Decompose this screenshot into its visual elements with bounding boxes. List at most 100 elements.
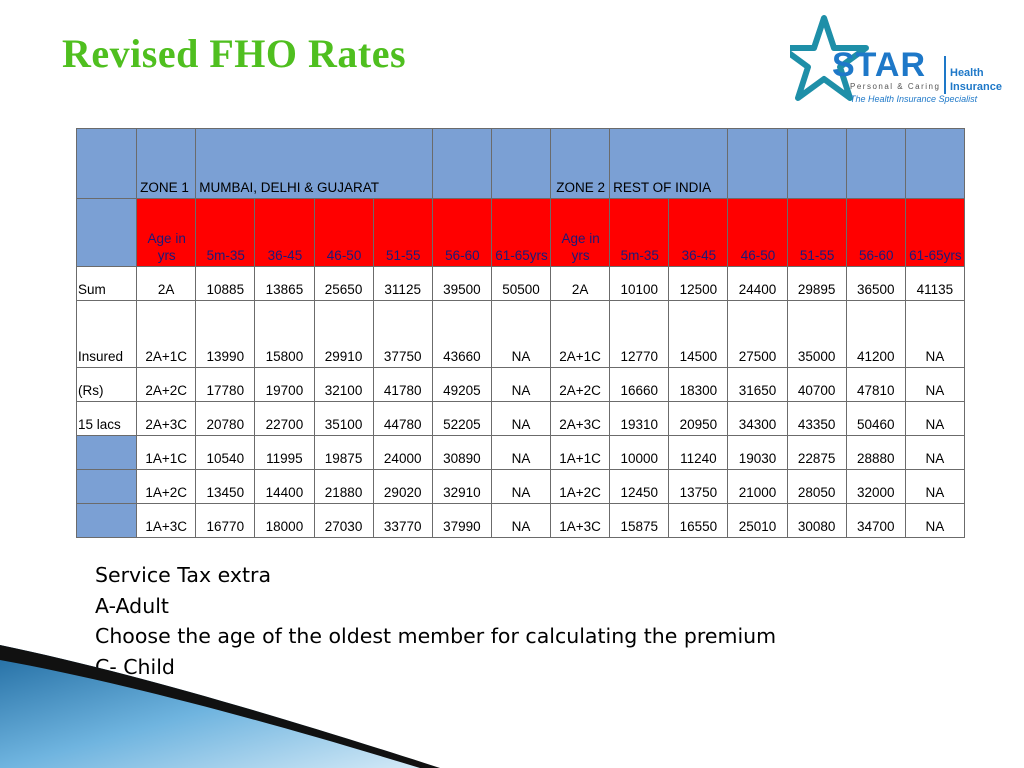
- header-blank: [490, 127, 552, 200]
- rate-cell: 25650: [313, 266, 374, 302]
- rate-cell: NA: [904, 502, 966, 539]
- star-health-logo: STAR Personal & Caring Health Insurance …: [790, 14, 1012, 106]
- rate-cell: 33770: [372, 502, 433, 539]
- age-band-header: 61-65yrs: [490, 198, 552, 268]
- rate-cell: 30080: [786, 502, 847, 539]
- rate-cell: 27030: [313, 502, 374, 539]
- age-header-zone2: Age in yrs: [550, 198, 611, 268]
- category-cell: 2A+2C: [136, 366, 197, 402]
- side-label-cell: [75, 127, 138, 200]
- category-cell: 2A+3C: [136, 400, 197, 436]
- rate-cell: 17780: [195, 366, 256, 402]
- rate-cell: 31650: [727, 366, 788, 402]
- table-row: 15 lacs 2A+3C 20780 22700 35100 44780 52205 NA 2…: [75, 400, 966, 436]
- rate-cell: 28880: [845, 434, 906, 470]
- category-cell: 1A+2C: [136, 468, 197, 504]
- header-blank: [727, 127, 788, 200]
- category-cell: 2A+1C: [136, 300, 197, 368]
- rate-cell: 41780: [372, 366, 433, 402]
- side-label-cell: Insured: [75, 300, 138, 368]
- rate-cell: 10540: [195, 434, 256, 470]
- category-cell: 1A+3C: [550, 502, 611, 539]
- logo-divider: [944, 56, 946, 94]
- rate-cell: 47810: [845, 366, 906, 402]
- table-row: Insured 2A+1C 13990 15800 29910 37750 43660 NA 2…: [75, 300, 966, 368]
- rate-cell: 11240: [668, 434, 729, 470]
- decorative-swoosh: [0, 645, 440, 768]
- table-row: 1A+2C 13450 14400 21880 29020 32910 NA 1A+2C 124…: [75, 468, 966, 504]
- rate-cell: 24400: [727, 266, 788, 302]
- rate-cell: 44780: [372, 400, 433, 436]
- rate-cell: 20780: [195, 400, 256, 436]
- rate-cell: 21880: [313, 468, 374, 504]
- logo-side-insurance: Insurance: [950, 81, 1002, 93]
- rate-cell: 22700: [254, 400, 315, 436]
- rate-cell: 13865: [254, 266, 315, 302]
- rate-cell: 39500: [431, 266, 492, 302]
- rate-cell: 16660: [609, 366, 670, 402]
- rate-cell: NA: [904, 400, 966, 436]
- rate-cell: NA: [904, 468, 966, 504]
- rate-cell: NA: [904, 300, 966, 368]
- rate-cell: 15875: [609, 502, 670, 539]
- rate-cell: 49205: [431, 366, 492, 402]
- age-header-zone1: Age in yrs: [136, 198, 197, 268]
- rate-cell: 19700: [254, 366, 315, 402]
- rate-cell: 27500: [727, 300, 788, 368]
- footnotes: Service Tax extra A-Adult Choose the age…: [95, 560, 776, 682]
- rate-cell: 14400: [254, 468, 315, 504]
- side-label-cell: 15 lacs: [75, 400, 138, 436]
- age-band-header: 46-50: [313, 198, 374, 268]
- rate-cell: 12770: [609, 300, 670, 368]
- rate-cell: 43660: [431, 300, 492, 368]
- rate-cell: 35100: [313, 400, 374, 436]
- age-header-row: Age in yrs 5m-35 36-45 46-50 51-55 56-60…: [75, 198, 966, 268]
- header-blank: [786, 127, 847, 200]
- side-label-cell: [75, 434, 138, 470]
- table-row: 1A+1C 10540 11995 19875 24000 30890 NA 1A+1C 100…: [75, 434, 966, 470]
- footnote-line: Service Tax extra: [95, 563, 272, 587]
- rate-cell: 19310: [609, 400, 670, 436]
- rate-cell: 43350: [786, 400, 847, 436]
- rate-cell: 41135: [904, 266, 966, 302]
- rate-cell: 13450: [195, 468, 256, 504]
- table-row: Sum 2A 10885 13865 25650 31125 39500 50500 2A 101…: [75, 266, 966, 302]
- rate-cell: 18300: [668, 366, 729, 402]
- rate-cell: 32100: [313, 366, 374, 402]
- rate-cell: 25010: [727, 502, 788, 539]
- side-label-cell: (Rs): [75, 366, 138, 402]
- rate-cell: 16770: [195, 502, 256, 539]
- age-band-header: 5m-35: [609, 198, 670, 268]
- zone2-name: REST OF INDIA: [609, 127, 729, 200]
- zone1-name: MUMBAI, DELHI & GUJARAT: [195, 127, 433, 200]
- age-band-header: 56-60: [431, 198, 492, 268]
- category-cell: 2A+3C: [550, 400, 611, 436]
- rate-cell: 13990: [195, 300, 256, 368]
- rate-cell: 50460: [845, 400, 906, 436]
- age-band-header: 36-45: [668, 198, 729, 268]
- rate-cell: 14500: [668, 300, 729, 368]
- age-band-header: 46-50: [727, 198, 788, 268]
- side-label-cell: [75, 502, 138, 539]
- rate-cell: 29895: [786, 266, 847, 302]
- side-label-cell: [75, 468, 138, 504]
- rate-cell: 28050: [786, 468, 847, 504]
- logo-side-health: Health: [950, 67, 984, 79]
- category-cell: 2A: [136, 266, 197, 302]
- rate-cell: 41200: [845, 300, 906, 368]
- zone1-label: ZONE 1: [136, 127, 197, 200]
- rate-cell: 11995: [254, 434, 315, 470]
- rate-cell: 34300: [727, 400, 788, 436]
- rate-cell: 36500: [845, 266, 906, 302]
- footnote-line: Choose the age of the oldest member for …: [95, 624, 777, 648]
- rate-cell: 37990: [431, 502, 492, 539]
- age-band-header: 61-65yrs: [904, 198, 966, 268]
- rate-cell: NA: [490, 468, 552, 504]
- rate-cell: 20950: [668, 400, 729, 436]
- rate-cell: 18000: [254, 502, 315, 539]
- rate-cell: 19875: [313, 434, 374, 470]
- rate-cell: 10885: [195, 266, 256, 302]
- rate-cell: 24000: [372, 434, 433, 470]
- rate-cell: 16550: [668, 502, 729, 539]
- rate-cell: 32910: [431, 468, 492, 504]
